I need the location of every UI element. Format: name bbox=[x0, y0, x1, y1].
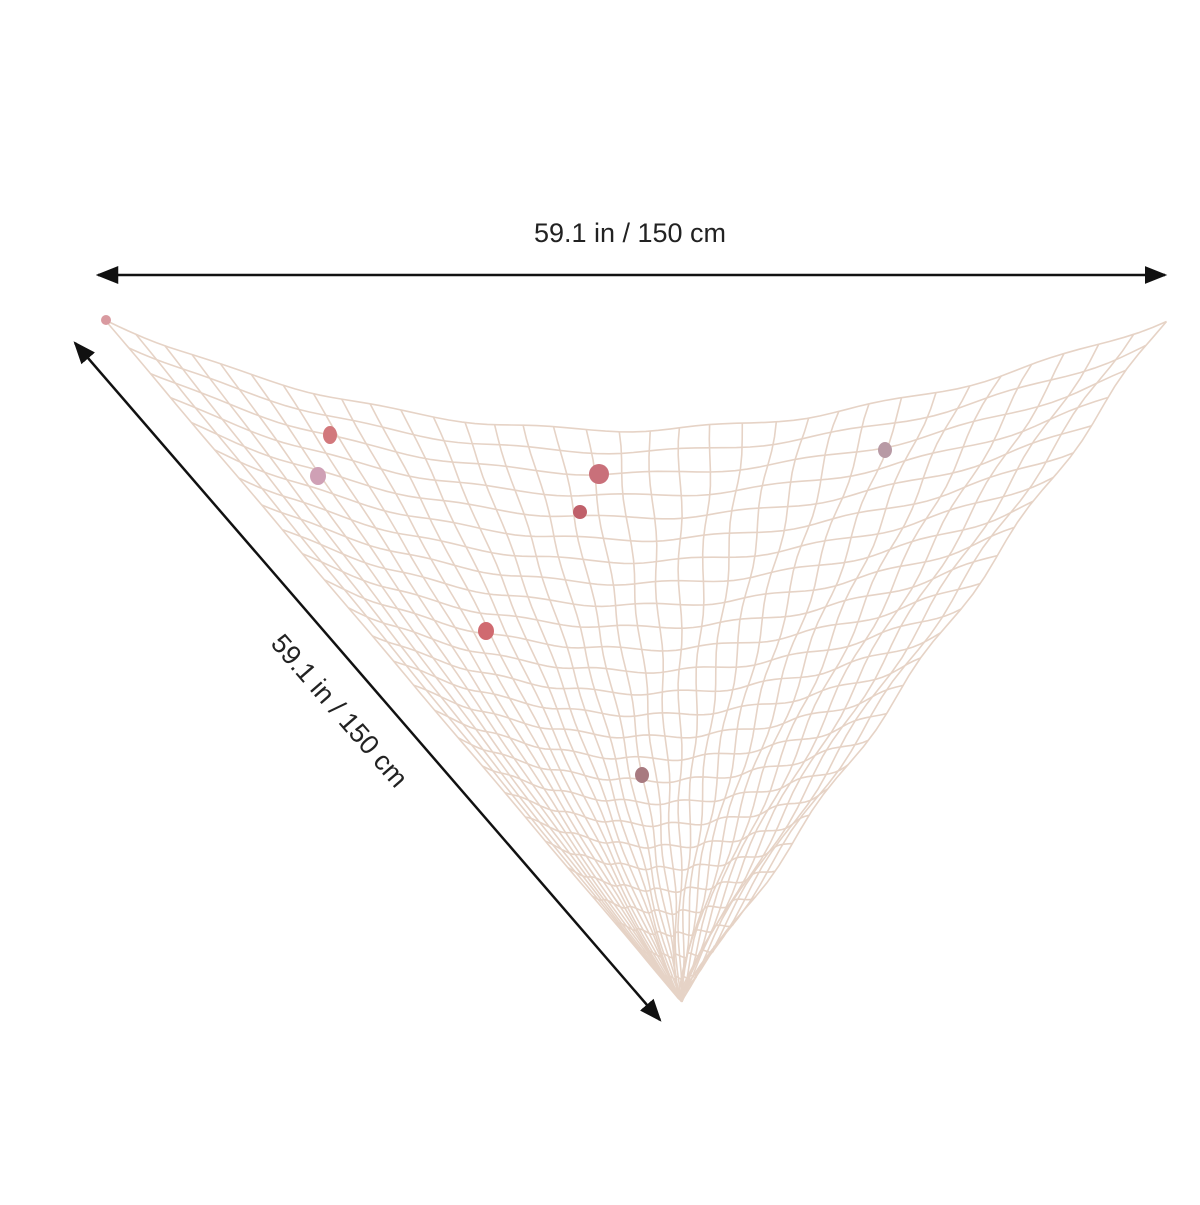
shell bbox=[478, 622, 494, 640]
shell bbox=[310, 467, 326, 485]
net-strand bbox=[655, 971, 699, 981]
net-strand bbox=[312, 393, 682, 1002]
net-strand bbox=[679, 403, 870, 1001]
net-strand bbox=[214, 449, 1074, 543]
net-strand bbox=[282, 526, 1015, 608]
net-strand bbox=[481, 764, 849, 806]
net-strand bbox=[348, 607, 962, 674]
fishing-net bbox=[104, 319, 1168, 1003]
net-strand bbox=[150, 369, 1127, 476]
shell bbox=[323, 426, 337, 444]
net-strand bbox=[681, 375, 1002, 1003]
net-strand bbox=[128, 344, 1147, 455]
net-strand bbox=[261, 500, 1034, 586]
width-label: 59.1 in / 150 cm bbox=[534, 218, 726, 248]
shell bbox=[573, 505, 587, 519]
shell bbox=[101, 315, 111, 325]
net-strand bbox=[400, 409, 680, 999]
shell bbox=[635, 767, 649, 783]
net-strand bbox=[104, 319, 1167, 433]
shell bbox=[589, 464, 609, 484]
net-strand bbox=[648, 431, 683, 1002]
net-strand bbox=[677, 427, 683, 1002]
net-strand bbox=[164, 345, 683, 1003]
shell bbox=[878, 442, 892, 458]
net-strand bbox=[677, 423, 744, 999]
net-strand bbox=[324, 579, 981, 652]
net-strand bbox=[238, 476, 1054, 565]
net-strand bbox=[504, 788, 828, 828]
side-arrow bbox=[73, 341, 662, 1022]
net-strand bbox=[219, 363, 681, 1001]
